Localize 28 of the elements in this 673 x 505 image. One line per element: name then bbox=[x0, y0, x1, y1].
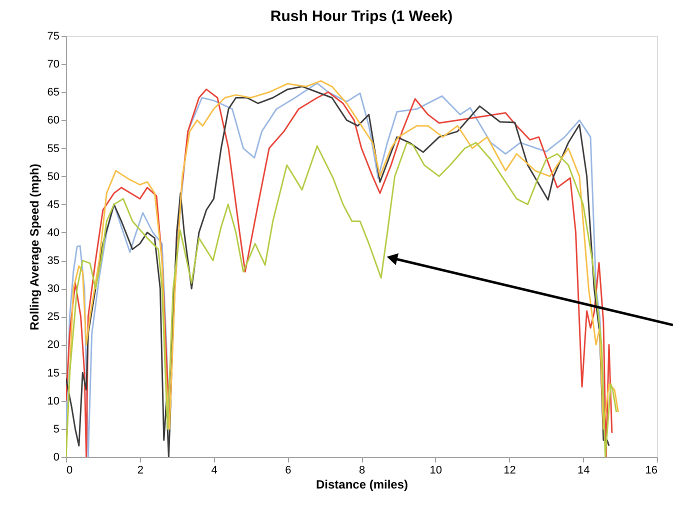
x-tick-label: 16 bbox=[645, 464, 658, 476]
y-axis-title: Rolling Average Speed (mph) bbox=[27, 164, 42, 330]
x-tick-label: 12 bbox=[504, 464, 516, 476]
x-tick-label: 14 bbox=[578, 464, 590, 476]
y-tick-label: 25 bbox=[47, 311, 60, 324]
y-tick-label: 75 bbox=[47, 30, 60, 42]
x-tick-label: 4 bbox=[211, 464, 218, 476]
y-tick-label: 5 bbox=[53, 423, 60, 436]
x-tick-label: 8 bbox=[358, 464, 366, 476]
y-tick-label: 45 bbox=[47, 198, 60, 211]
chart-title: Rush Hour Trips (1 Week) bbox=[270, 8, 453, 25]
y-tick-label: 0 bbox=[53, 452, 60, 464]
x-tick-label: 0 bbox=[66, 464, 73, 476]
y-tick-label: 15 bbox=[47, 367, 60, 380]
y-tick-label: 50 bbox=[47, 170, 60, 183]
x-tick-label: 2 bbox=[137, 464, 144, 476]
y-tick-label: 30 bbox=[47, 283, 60, 296]
y-tick-label: 65 bbox=[47, 86, 60, 99]
y-tick-label: 10 bbox=[47, 395, 60, 408]
y-tick-label: 40 bbox=[47, 226, 60, 239]
y-tick-label: 55 bbox=[47, 142, 60, 155]
y-tick-label: 60 bbox=[47, 114, 60, 127]
y-tick-label: 70 bbox=[47, 58, 60, 71]
x-tick-label: 10 bbox=[430, 464, 442, 476]
x-tick-label: 6 bbox=[285, 464, 292, 476]
y-tick-label: 35 bbox=[47, 255, 60, 268]
x-axis-title: Distance (miles) bbox=[316, 478, 408, 492]
y-tick-label: 20 bbox=[47, 339, 60, 352]
